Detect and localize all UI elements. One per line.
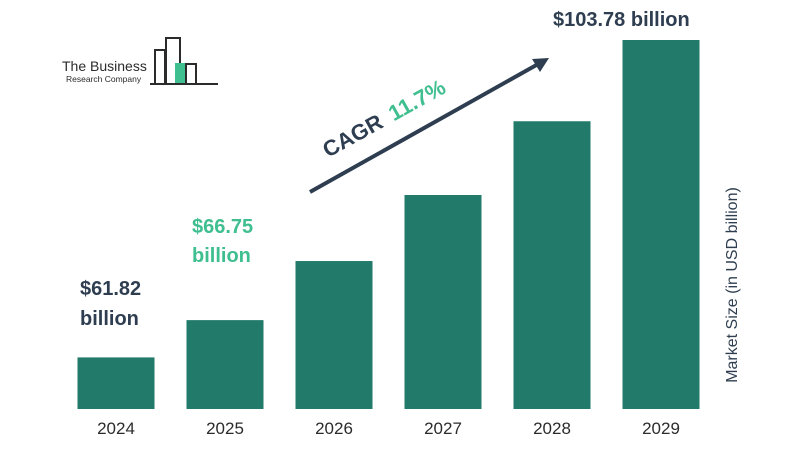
x-tick-2029: 2029 [642, 419, 680, 438]
x-tick-2027: 2027 [424, 419, 462, 438]
bar-2024 [77, 357, 155, 409]
bar-2028 [513, 121, 591, 410]
cagr-arrowhead-icon [532, 58, 549, 72]
logo-buildings-icon [150, 37, 218, 85]
x-tick-2028: 2028 [533, 419, 571, 438]
cagr-annotation: CAGR 11.7% [309, 58, 549, 194]
value-label-2025-line1: $66.75 [192, 216, 253, 238]
value-label-2025-line2: billion [192, 245, 251, 267]
value-label-2024-line2: billion [80, 308, 139, 330]
logo-name-line1: The Business [62, 58, 147, 74]
cagr-arrow-icon [309, 61, 541, 194]
value-label-2029: $103.78 billion [553, 9, 690, 31]
bar-2029 [622, 40, 700, 409]
x-tick-2026: 2026 [315, 419, 353, 438]
bars-layer [77, 40, 700, 410]
x-tick-2024: 2024 [97, 419, 135, 438]
logo-name-line2: Research Company [66, 74, 142, 84]
company-logo: The Business Research Company [62, 37, 218, 85]
x-tick-labels: 2024 2025 2026 2027 2028 2029 [97, 419, 680, 438]
y-axis-label: Market Size (in USD billion) [724, 187, 741, 383]
value-label-2024-line1: $61.82 [80, 278, 141, 300]
bar-2025 [186, 320, 264, 409]
x-tick-2025: 2025 [206, 419, 244, 438]
bar-2027 [404, 194, 482, 409]
bar-2026 [295, 261, 373, 409]
